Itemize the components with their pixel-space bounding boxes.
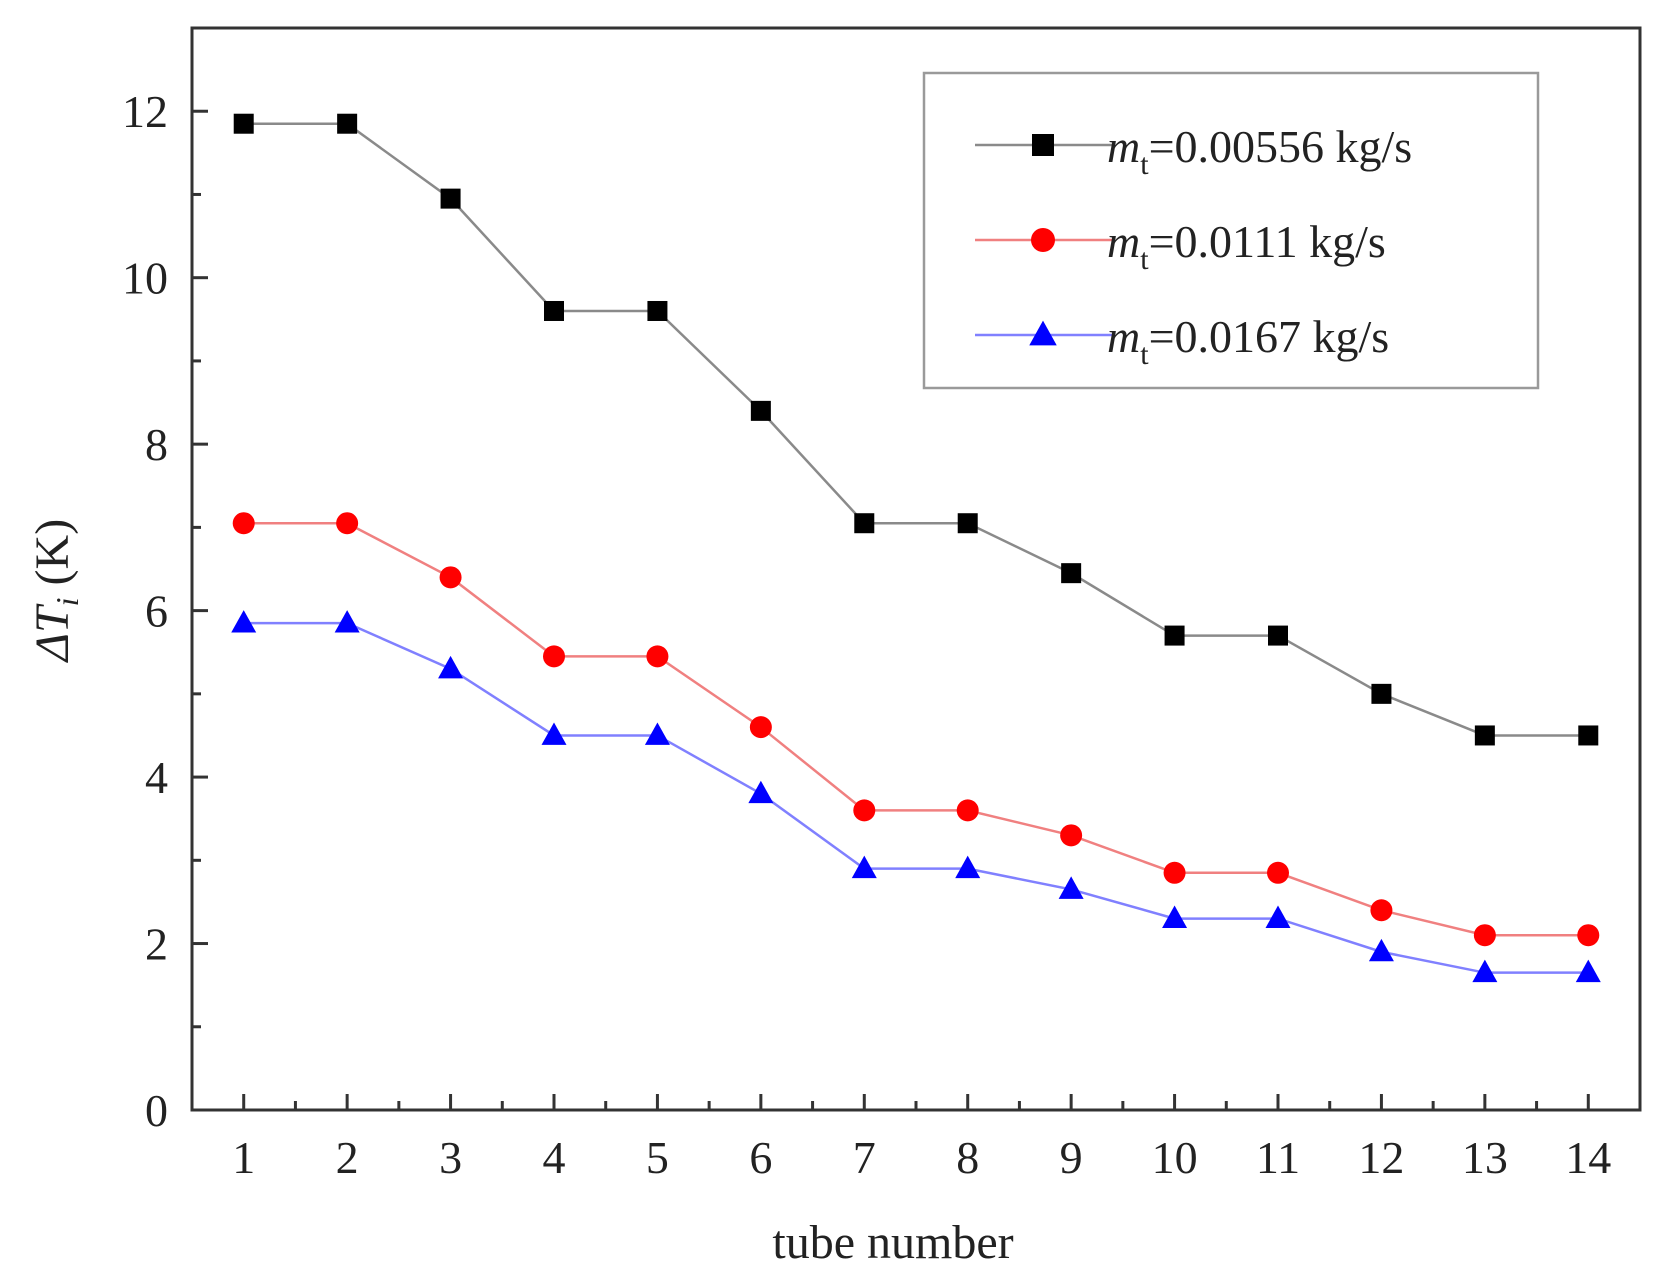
series-layer xyxy=(231,113,1601,983)
x-tick-label: 2 xyxy=(336,1132,359,1183)
legend-marker xyxy=(1031,228,1055,252)
data-point xyxy=(1162,905,1188,929)
x-axis-title: tube number xyxy=(772,1216,1013,1269)
legend-label: mt=0.0111 kg/s xyxy=(1107,216,1386,276)
data-point xyxy=(337,113,358,134)
data-point xyxy=(439,566,462,589)
series-2 xyxy=(232,512,1600,947)
y-tick-label: 8 xyxy=(145,419,168,470)
y-axis-title: ΔTi (K) xyxy=(26,519,85,663)
data-point xyxy=(544,300,564,321)
data-point xyxy=(748,780,774,804)
data-point xyxy=(438,655,464,679)
x-tick-label: 10 xyxy=(1152,1132,1198,1183)
data-point xyxy=(1060,824,1083,847)
x-tick-label: 3 xyxy=(439,1132,462,1183)
y-tick-label: 6 xyxy=(145,586,168,637)
data-point xyxy=(750,400,771,421)
data-point xyxy=(1370,899,1393,922)
legend-label: mt=0.0167 kg/s xyxy=(1107,311,1389,371)
y-axis-unit: (K) xyxy=(26,519,79,598)
data-point xyxy=(646,645,669,668)
data-point xyxy=(647,300,668,321)
data-point xyxy=(955,855,981,879)
legend-label-rest: =0.0167 kg/s xyxy=(1149,311,1390,362)
y-tick-label: 12 xyxy=(122,86,168,137)
legend-label-rest: =0.0111 kg/s xyxy=(1149,216,1386,267)
y-tick-label: 2 xyxy=(145,919,168,970)
data-point xyxy=(334,610,360,633)
data-point xyxy=(854,513,875,534)
data-point xyxy=(543,645,565,668)
data-point xyxy=(1371,683,1392,704)
data-point xyxy=(1164,625,1185,646)
data-point xyxy=(232,512,255,535)
legend: mt=0.00556 kg/smt=0.0111 kg/smt=0.0167 k… xyxy=(922,71,1540,390)
y-tick-label: 0 xyxy=(145,1085,168,1136)
data-point xyxy=(336,512,359,535)
y-tick-label: 10 xyxy=(122,253,168,304)
series-line xyxy=(243,521,1589,937)
legend-entry: mt=0.0167 kg/s xyxy=(975,311,1389,371)
data-point xyxy=(956,799,979,822)
data-point xyxy=(1575,959,1601,983)
legend-label-var: m xyxy=(1107,216,1140,267)
legend-label-var: m xyxy=(1107,311,1140,362)
x-tick-label: 7 xyxy=(853,1132,876,1183)
x-tick-label: 4 xyxy=(543,1132,566,1183)
legend-label-rest: =0.00556 kg/s xyxy=(1149,121,1413,172)
data-point xyxy=(1474,725,1495,746)
data-point xyxy=(233,113,254,134)
x-tick-label: 9 xyxy=(1060,1132,1083,1183)
series-1 xyxy=(233,113,1599,746)
data-point xyxy=(1473,924,1496,947)
x-tick-label: 6 xyxy=(749,1132,772,1183)
data-point xyxy=(1368,938,1394,962)
data-point xyxy=(440,188,461,209)
data-point xyxy=(957,513,978,534)
x-tick-label: 11 xyxy=(1256,1132,1300,1183)
x-tick-label: 14 xyxy=(1565,1132,1611,1183)
data-point xyxy=(231,610,257,633)
data-point xyxy=(851,855,877,879)
x-tick-label: 13 xyxy=(1462,1132,1508,1183)
legend-label-sub: t xyxy=(1140,243,1149,276)
data-point xyxy=(1577,924,1600,947)
series-line xyxy=(243,621,1589,974)
data-point xyxy=(1265,905,1291,929)
data-point xyxy=(1578,725,1599,746)
data-point xyxy=(1267,861,1289,884)
data-point xyxy=(1061,563,1082,584)
data-point xyxy=(1268,625,1288,646)
x-tick-label: 12 xyxy=(1358,1132,1404,1183)
x-tick-label: 8 xyxy=(956,1132,979,1183)
y-axis-subscript: i xyxy=(49,597,85,606)
y-tick-label: 4 xyxy=(145,752,168,803)
series-3 xyxy=(231,610,1601,983)
legend-label-var: m xyxy=(1107,121,1140,172)
legend-label-sub: t xyxy=(1140,148,1149,181)
data-point xyxy=(644,722,670,745)
x-tick-label: 1 xyxy=(232,1132,255,1183)
data-point xyxy=(1058,876,1084,899)
legend-entry: mt=0.00556 kg/s xyxy=(975,121,1412,181)
series-line xyxy=(243,122,1589,737)
legend-marker xyxy=(1029,320,1057,346)
data-point xyxy=(541,722,567,745)
y-axis-symbol: ΔT xyxy=(26,603,79,663)
data-point xyxy=(749,716,772,739)
legend-label: mt=0.00556 kg/s xyxy=(1107,121,1412,181)
legend-marker xyxy=(1032,134,1054,156)
x-tick-label: 5 xyxy=(646,1132,669,1183)
data-point xyxy=(1472,959,1498,983)
data-point xyxy=(1163,861,1186,884)
data-point xyxy=(853,799,876,822)
legend-entry: mt=0.0111 kg/s xyxy=(975,216,1386,276)
legend-label-sub: t xyxy=(1140,338,1149,371)
